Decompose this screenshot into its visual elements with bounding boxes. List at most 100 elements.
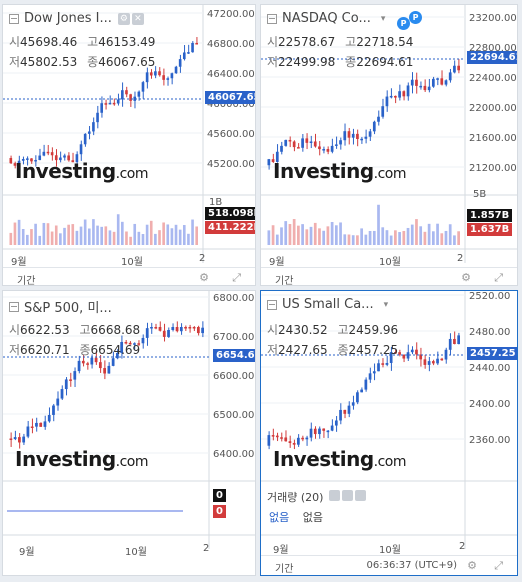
candle-body [453,65,456,73]
candle-body [275,435,279,438]
nasdaq-panel[interactable]: 23200.00 22800.00 22400.00 22000.00 21600.00… [260,4,518,286]
period-label[interactable]: 기간 [17,276,36,286]
volume-bar [67,224,70,245]
volume-bar [38,235,42,245]
candle-body [69,379,72,381]
x-label: 10월 [121,257,143,268]
chevron-down-icon[interactable]: ▾ [383,299,389,310]
expand-icon[interactable]: ⤢ [494,271,503,284]
candle-body [305,437,309,440]
candle-body [38,155,42,160]
candle-body [112,102,116,105]
candle-body [271,435,275,437]
menu-icon[interactable] [267,299,277,310]
candle-body [372,121,376,132]
volume-bar [423,231,427,245]
gear-icon[interactable]: ⚙ [461,271,471,284]
volume-bar [96,225,99,245]
candle-body [280,145,283,152]
candle-body [175,327,179,332]
volume-bar [368,230,372,245]
candle-body [18,437,21,443]
close-icon[interactable] [355,490,367,501]
chart-title[interactable]: Dow Jones I... [24,11,112,26]
candle-body [377,116,380,122]
menu-icon[interactable] [9,301,19,312]
candle-body [75,154,79,163]
volume-title[interactable]: 거래량 (20) [267,491,324,504]
volume-bar [137,231,141,245]
candle-body [301,437,304,440]
candle-body [385,362,389,365]
candle-body [271,159,275,162]
pin-icon[interactable]: P [397,17,410,30]
volume-bar [309,226,313,245]
volume-bar [440,233,444,245]
x-label: 10월 [379,545,401,556]
chart-title[interactable]: NASDAQ Co... [282,11,371,26]
sp500-panel[interactable]: 6800.00 6700.00 6600.00 6500.00 6400.00 S&P … [2,290,256,576]
x-label: 9월 [273,545,289,556]
volume-bar [79,226,83,245]
candle-body [334,144,338,146]
candle-body [63,155,66,158]
candle-body [288,139,292,142]
pin-icon[interactable]: P [409,11,422,24]
candle-body [59,157,62,161]
russell-panel[interactable]: 2520.00 2480.00 2440.00 2400.00 2360.00 US S… [260,290,518,576]
y-tick-label: 2480.00 [469,327,510,338]
dow-jones-panel[interactable]: 47200.00 46800.00 46400.00 46000.00 45600.00… [2,4,256,286]
candle-body [309,141,313,143]
chart-title[interactable]: US Small Ca... [282,297,374,312]
candle-body [284,437,288,442]
menu-icon[interactable] [267,13,277,24]
candle-body [381,106,385,117]
candle-body [444,80,448,85]
candle-body [137,343,141,345]
candle-body [427,361,431,365]
candle-body [13,437,17,440]
volume-bar [17,219,21,245]
expand-icon[interactable]: ⤢ [232,271,241,284]
gear-icon[interactable]: ⚙ [199,271,209,284]
x-label: 9월 [11,257,27,268]
volume-bar [444,230,448,245]
volume-bar [381,227,385,245]
candle-body [453,338,456,345]
candle-body [129,94,132,101]
price-tag: 22694.61 [467,51,517,64]
candle-body [64,379,68,390]
candle-body [111,358,115,366]
eye-icon[interactable] [342,490,354,501]
expand-icon[interactable]: ⤢ [494,559,503,572]
candle-body [267,435,271,446]
volume-bar [436,223,439,245]
volume-bar [415,219,418,245]
chevron-down-icon[interactable]: ▾ [380,13,386,24]
candle-body [368,373,372,380]
period-label[interactable]: 기간 [275,276,294,286]
volume-bar [301,224,304,245]
close-icon[interactable]: ✕ [131,12,144,25]
volume-bar [275,234,279,245]
menu-icon[interactable] [9,13,19,24]
candle-body [292,141,296,148]
candle-body [170,73,174,79]
settings-icon[interactable]: ⚙ [117,12,130,25]
candle-body [9,158,13,164]
candle-body [339,140,342,145]
candle-body [402,354,406,359]
candle-body [90,357,94,365]
gear-icon[interactable]: ⚙ [467,559,477,572]
candle-body [364,379,368,390]
period-label[interactable]: 기간 [275,564,294,575]
chart-title[interactable]: S&P 500, 미... [24,301,112,316]
volume-bar [116,214,120,245]
candle-body [158,327,162,331]
volume-bar [457,231,460,245]
candle-body [419,85,423,88]
settings-icon[interactable] [329,490,341,501]
candle-body [96,112,99,123]
candle-body [309,428,313,438]
candle-body [137,91,141,97]
